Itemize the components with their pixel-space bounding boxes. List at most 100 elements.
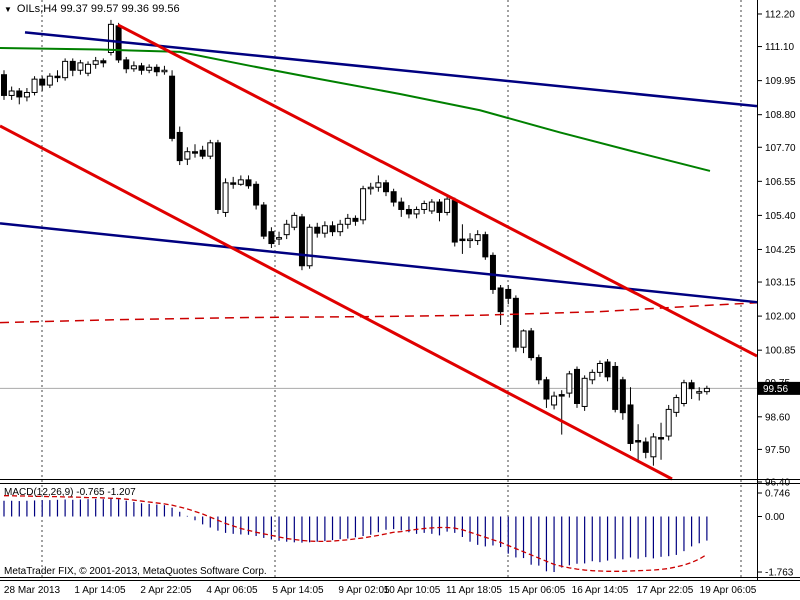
green-ma-line[interactable] bbox=[0, 47, 711, 172]
candle-body-bull bbox=[306, 226, 313, 267]
price-axis-label: 97.50 bbox=[765, 445, 790, 456]
candle-body-bull bbox=[130, 65, 137, 70]
candle-body-bull bbox=[421, 203, 428, 210]
candle-body-bear bbox=[642, 441, 649, 453]
price-axis-label: 109.95 bbox=[765, 76, 796, 87]
symbol-selector[interactable]: ▼ OILs,H4 99.37 99.57 99.36 99.56 bbox=[4, 3, 180, 15]
candle-body-bear bbox=[54, 75, 61, 79]
candle-body-bear bbox=[574, 368, 580, 404]
time-axis-label: 28 Mar 2013 bbox=[4, 585, 61, 596]
candle-body-bear bbox=[199, 149, 206, 157]
candle-body-bear bbox=[635, 440, 642, 443]
candle-body-bear bbox=[383, 182, 389, 193]
candle-body-bear bbox=[298, 216, 305, 267]
candle-body-bull bbox=[161, 69, 168, 73]
candle-body-bear bbox=[512, 297, 519, 348]
time-axis-label: 11 Apr 18:05 bbox=[446, 585, 502, 596]
candle-body-bull bbox=[467, 238, 474, 242]
price-axis-label: 98.60 bbox=[765, 412, 790, 423]
price-axis-labels: 112.20 111.10 109.95 108.80 107.70 106.55 105.… bbox=[757, 9, 796, 488]
time-axis-label: 17 Apr 22:05 bbox=[637, 585, 694, 596]
candle-body-bull bbox=[413, 208, 420, 215]
candle-body-bull bbox=[680, 382, 687, 404]
candle-body-bear bbox=[451, 200, 458, 243]
candle-body-bear bbox=[459, 238, 466, 242]
candle-body-bull bbox=[146, 66, 153, 71]
macd-axis-label: 0.746 bbox=[765, 489, 790, 500]
price-axis-label: 105.40 bbox=[765, 211, 796, 222]
candle-body-bear bbox=[405, 208, 412, 215]
candle-body-bear bbox=[543, 379, 550, 400]
symbol-ohlc-label: OILs,H4 99.37 99.57 99.36 99.56 bbox=[16, 3, 180, 15]
red-dashed-ma-line[interactable] bbox=[0, 302, 758, 324]
symbol-dropdown-arrow-icon[interactable]: ▼ bbox=[4, 4, 12, 14]
candle-body-bear bbox=[169, 75, 176, 139]
candlesticks bbox=[1, 19, 710, 466]
candle-body-bull bbox=[703, 387, 710, 393]
time-axis-label: 2 Apr 22:05 bbox=[140, 585, 192, 596]
macd-axis-labels: 0.746 0.00 -1.763 bbox=[757, 489, 794, 579]
price-tag-bg bbox=[757, 381, 800, 395]
week-separator-gridlines bbox=[41, 0, 742, 577]
macd-axis-label: -1.763 bbox=[765, 568, 794, 579]
time-axis-label: 15 Apr 06:05 bbox=[509, 585, 566, 596]
blue-channel-lower-trendline[interactable] bbox=[0, 222, 758, 304]
candle-body-bull bbox=[222, 182, 229, 213]
macd-histogram bbox=[3, 498, 708, 573]
candle-body-bull bbox=[650, 436, 657, 458]
candle-body-bull bbox=[673, 397, 680, 413]
price-axis-label: 96.40 bbox=[765, 477, 790, 488]
price-axis-label: 103.15 bbox=[765, 278, 796, 289]
candle-body-bull bbox=[337, 223, 344, 233]
time-axis-label: 4 Apr 06:05 bbox=[206, 585, 258, 596]
candle-body-bear bbox=[535, 357, 542, 381]
price-axis-label: 112.20 bbox=[765, 9, 795, 20]
pane-borders bbox=[0, 0, 800, 581]
red-channel-upper-trendline[interactable] bbox=[117, 23, 758, 358]
candle-body-bear bbox=[528, 330, 535, 359]
candle-body-bear bbox=[612, 365, 619, 410]
candle-body-bull bbox=[596, 362, 603, 373]
candle-body-bear bbox=[100, 60, 107, 64]
candle-body-bull bbox=[283, 223, 290, 236]
time-axis-label: 9 Apr 02:05 bbox=[338, 585, 390, 596]
price-axis-label: 108.80 bbox=[765, 110, 796, 121]
candle-body-bear bbox=[260, 204, 267, 237]
candle-body-bear bbox=[489, 254, 496, 290]
blue-channel-upper-trendline[interactable] bbox=[24, 31, 758, 108]
candle-body-bear bbox=[192, 151, 198, 154]
copyright-label: MetaTrader FIX, © 2001-2013, MetaQuotes … bbox=[4, 566, 267, 577]
red-channel-lower-trendline[interactable] bbox=[0, 124, 673, 481]
candle-body-bull bbox=[444, 198, 451, 213]
time-axis-label: 5 Apr 14:05 bbox=[272, 585, 324, 596]
candle-body-bull bbox=[23, 91, 30, 98]
candle-body-bull bbox=[375, 182, 382, 188]
candle-body-bear bbox=[436, 201, 443, 213]
candle-body-bull bbox=[665, 408, 672, 437]
candle-body-bull bbox=[344, 217, 351, 225]
candle-body-bull bbox=[474, 234, 481, 242]
candle-body-bear bbox=[176, 131, 183, 162]
candle-body-bear bbox=[619, 379, 626, 414]
overlay-lines bbox=[0, 23, 758, 481]
candle-body-bull bbox=[62, 60, 69, 79]
candle-body-bear bbox=[138, 65, 145, 71]
candle-body-bear bbox=[688, 382, 695, 390]
candle-body-bear bbox=[604, 361, 611, 378]
time-axis-label: 10 Apr 10:05 bbox=[384, 585, 441, 596]
candle-body-bull bbox=[77, 62, 84, 71]
price-axis-label: 107.70 bbox=[765, 143, 796, 154]
candle-body-bull bbox=[237, 179, 244, 185]
time-axis-label: 1 Apr 14:05 bbox=[74, 585, 126, 596]
candle-body-bull bbox=[31, 78, 38, 93]
candle-body-bull bbox=[207, 142, 214, 157]
macd-axis-label: 0.00 bbox=[765, 512, 785, 523]
candle-body-bull bbox=[367, 186, 374, 190]
candle-body-bear bbox=[245, 179, 252, 187]
candle-body-bull bbox=[428, 201, 435, 212]
candle-body-bear bbox=[16, 90, 23, 98]
candle-body-bull bbox=[696, 391, 703, 394]
price-axis-label: 102.00 bbox=[765, 312, 796, 323]
